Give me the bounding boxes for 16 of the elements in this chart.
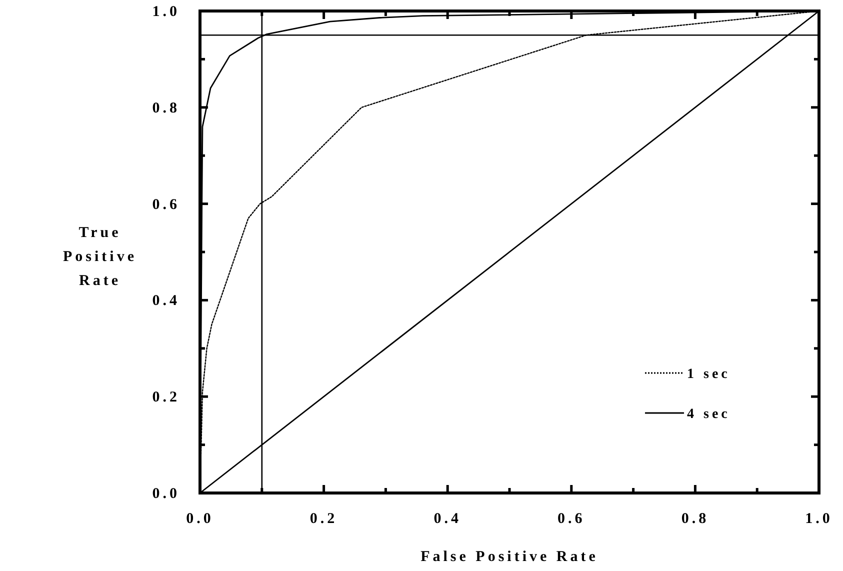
y-tick-label: 0.0 xyxy=(152,486,180,502)
x-tick-label: 0.6 xyxy=(558,511,586,527)
x-tick-label: 0.4 xyxy=(434,511,462,527)
x-tick-label: 0.8 xyxy=(681,511,710,527)
y-tick-label: 0.4 xyxy=(152,293,180,310)
y-tick-label: 1.0 xyxy=(152,4,180,20)
x-tick-label: 1.0 xyxy=(805,511,833,527)
y-tick-label: 0.6 xyxy=(152,196,180,213)
y-tick-label: 0.2 xyxy=(152,390,180,406)
y-axis-title: True Positive Rate xyxy=(63,225,137,289)
legend-label: 1 sec xyxy=(687,367,730,382)
legend-label: 4 sec xyxy=(687,407,730,422)
x-tick-label: 0.2 xyxy=(310,511,338,527)
y-tick-label: 0.8 xyxy=(152,100,180,116)
x-tick-label: 0.0 xyxy=(186,511,214,527)
x-axis-title: False Positive Rate xyxy=(420,549,598,565)
